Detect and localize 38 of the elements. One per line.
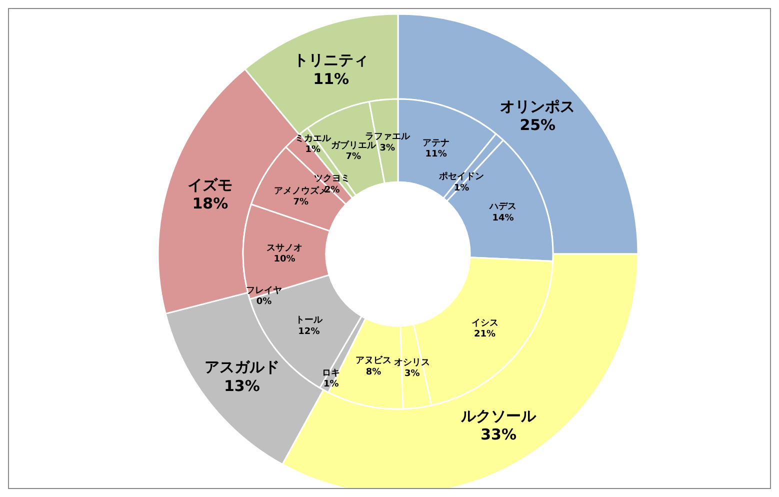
data-label: 11% <box>425 150 447 160</box>
data-label: 33% <box>480 426 516 444</box>
data-label: 7% <box>293 198 309 208</box>
slice-label: ガブリエル <box>330 140 377 151</box>
slice-label: ハデス <box>488 202 517 212</box>
slice-label: ラファエル <box>364 132 411 142</box>
data-label: 1% <box>305 145 321 156</box>
data-label: 21% <box>474 330 496 340</box>
data-label: 8% <box>366 367 382 378</box>
data-label: 7% <box>346 152 361 162</box>
data-label: 14% <box>492 213 514 224</box>
slice-label: ツクヨミ <box>314 174 350 184</box>
slice-label: ポセイドン <box>438 171 484 182</box>
data-label: 25% <box>520 116 556 134</box>
data-label: 3% <box>404 369 420 380</box>
slice-label: イシス <box>471 318 498 328</box>
data-label: 3% <box>380 143 396 154</box>
slice-label: ミカエル <box>294 134 332 144</box>
data-label: 10% <box>274 254 296 265</box>
text: 0% <box>256 297 272 308</box>
data-label: 1% <box>323 380 339 390</box>
data-label: 12% <box>298 326 320 337</box>
slice-label: オリンポス <box>500 97 576 116</box>
slice-label: アヌビス <box>355 355 392 366</box>
slice-label: アスガルド <box>204 358 280 376</box>
data-label: 1% <box>454 183 470 194</box>
data-label: 13% <box>224 376 260 395</box>
category-label: フレイヤ <box>246 286 282 296</box>
data-label: 11% <box>313 70 350 88</box>
slice-label: アテナ <box>422 138 450 148</box>
slice-label: オシリス <box>394 358 430 368</box>
slice-label: ルクソール <box>460 406 538 425</box>
slice-label: ロキ <box>322 368 340 378</box>
slice-label: トリニティ <box>294 51 369 70</box>
data-label: 18% <box>192 194 228 213</box>
slice-label: トール <box>295 316 324 326</box>
slice-label: イズモ <box>188 176 233 194</box>
slice-label: スサノオ <box>266 243 303 254</box>
